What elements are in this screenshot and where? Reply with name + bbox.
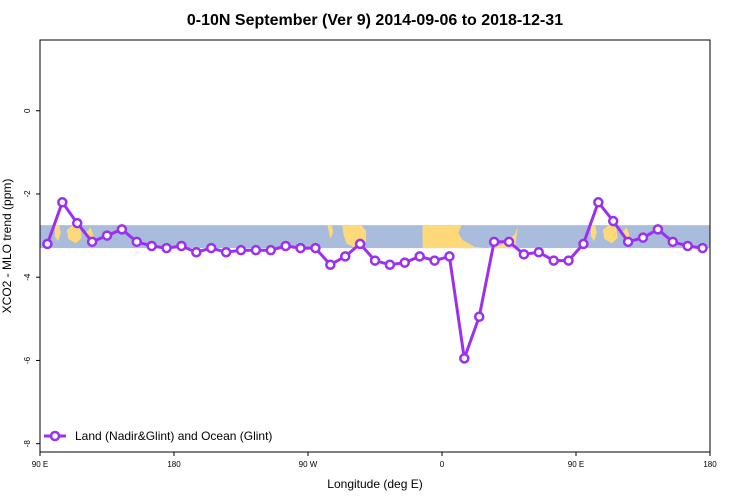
data-point xyxy=(697,242,708,254)
data-point xyxy=(563,255,574,266)
data-point xyxy=(473,311,485,322)
data-point xyxy=(191,246,202,258)
data-point xyxy=(488,236,500,248)
data-point xyxy=(325,259,336,270)
chart-title: 0-10N September (Ver 9) 2014-09-06 to 20… xyxy=(187,12,563,29)
y-axis-label: XCO2 - MLO trend (ppm) xyxy=(0,179,14,314)
data-point xyxy=(235,244,247,256)
data-point xyxy=(652,224,664,235)
data-point xyxy=(607,215,619,227)
data-point xyxy=(533,246,545,258)
legend: Land (Nadir&Glint) and Ocean (Glint) xyxy=(44,429,272,443)
data-point xyxy=(101,230,113,241)
x-tick-label: 90 E xyxy=(32,460,48,469)
data-point xyxy=(71,217,83,229)
y-tick-label: -4 xyxy=(23,273,32,281)
data-point xyxy=(250,244,262,256)
data-point xyxy=(161,242,172,254)
data-point xyxy=(414,251,425,262)
data-point xyxy=(86,236,98,248)
data-point xyxy=(146,240,157,252)
data-point xyxy=(503,236,515,248)
data-point xyxy=(339,251,351,262)
data-point xyxy=(518,249,530,260)
data-point xyxy=(578,238,589,250)
data-point xyxy=(369,255,381,266)
land-shape xyxy=(602,225,618,244)
y-tick-label: 0 xyxy=(23,108,32,113)
data-point xyxy=(459,353,470,364)
y-tick-label: -6 xyxy=(23,356,32,364)
legend-label: Land (Nadir&Glint) and Ocean (Glint) xyxy=(75,429,272,443)
ocean-band xyxy=(40,225,710,249)
land-shape xyxy=(327,225,334,239)
data-point xyxy=(593,197,604,208)
data-point xyxy=(205,242,217,254)
land-shape xyxy=(590,225,597,242)
x-tick-label: 180 xyxy=(167,460,181,469)
x-axis-label: Longitude (deg E) xyxy=(327,477,422,491)
data-point xyxy=(548,255,559,266)
land-shape xyxy=(66,225,82,244)
data-point xyxy=(622,236,634,248)
data-point xyxy=(384,259,396,270)
data-point xyxy=(280,240,291,252)
plot-frame xyxy=(39,39,711,453)
data-point xyxy=(444,251,455,262)
y-tick-label: -2 xyxy=(23,190,32,198)
y-axis: 0 -2 -4 -6 -8 xyxy=(23,108,40,447)
data-point xyxy=(637,232,649,243)
x-axis: 90 E 180 90 W 0 90 E 180 xyxy=(32,452,717,469)
data-point xyxy=(220,246,232,258)
series-line-layer xyxy=(42,197,708,364)
x-tick-label: 180 xyxy=(703,460,717,469)
land-shape xyxy=(422,225,518,249)
data-point xyxy=(116,224,128,235)
land-shape xyxy=(622,227,630,243)
data-point xyxy=(295,242,306,254)
data-point xyxy=(176,240,187,252)
land-shape xyxy=(422,225,428,249)
data-point xyxy=(310,242,321,254)
data-point xyxy=(667,236,679,248)
land-shape xyxy=(54,225,61,242)
data-point xyxy=(354,238,366,250)
map-band xyxy=(40,225,710,249)
data-point xyxy=(57,197,68,208)
x-tick-label: 90 W xyxy=(299,460,318,469)
data-point xyxy=(131,236,143,248)
data-point xyxy=(682,240,693,252)
legend-marker xyxy=(49,430,61,442)
x-tick-label: 0 xyxy=(440,460,445,469)
land-shape xyxy=(86,227,94,243)
data-point xyxy=(265,244,277,256)
y-tick-label: -8 xyxy=(23,440,32,448)
data-point xyxy=(42,238,53,250)
data-point xyxy=(399,257,411,268)
x-tick-label: 90 E xyxy=(568,460,584,469)
data-point xyxy=(429,255,440,266)
